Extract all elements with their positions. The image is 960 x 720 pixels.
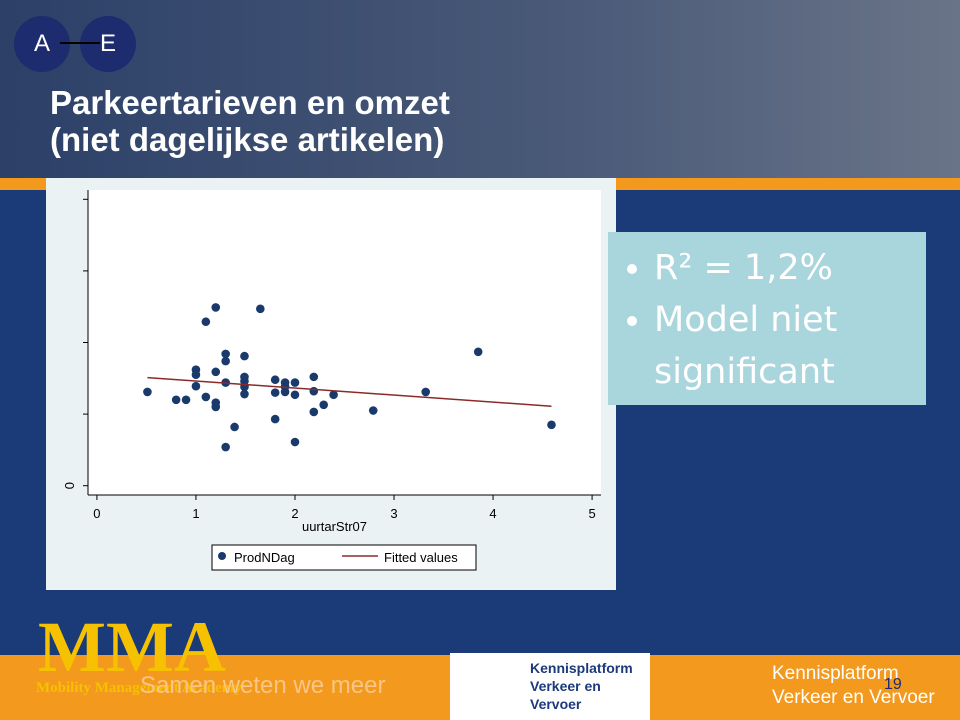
badge: E — [80, 16, 136, 72]
point — [191, 381, 201, 391]
point — [256, 304, 265, 314]
point — [473, 347, 483, 357]
x-tick-label: 4 — [489, 506, 496, 521]
text-box: R² = 1,2% Model niet significant — [608, 232, 926, 405]
logo: MMA — [38, 607, 226, 687]
slogan: Samen weten we meer — [140, 672, 386, 699]
x-tick-label: 1 — [192, 506, 199, 521]
point — [270, 414, 280, 424]
point — [211, 303, 221, 312]
legend-symbol — [218, 552, 226, 560]
point — [547, 420, 556, 430]
point — [319, 400, 329, 410]
right-logo: Kennisplatform Verkeer en Vervoer — [772, 662, 935, 710]
point — [309, 386, 319, 396]
bullet: Model niet significant — [654, 294, 926, 398]
logo-line: Kennisplatform — [772, 663, 899, 684]
point — [240, 389, 249, 399]
header-photo — [0, 0, 960, 178]
legend-label: ProdNDag — [234, 550, 295, 565]
point — [270, 388, 280, 397]
point — [240, 351, 249, 361]
logo-line: Kennisplatform — [530, 660, 633, 676]
point — [211, 367, 221, 377]
legend-box — [211, 544, 477, 571]
point — [201, 392, 211, 402]
point — [171, 395, 181, 405]
x-tick-label: 3 — [390, 506, 397, 521]
fit-line — [147, 376, 552, 407]
point — [368, 406, 378, 415]
legend-label: Fitted values — [384, 550, 458, 565]
point — [290, 437, 300, 447]
point — [221, 349, 230, 359]
logo-text: Kennisplatform Verkeer en Vervoer — [530, 659, 650, 713]
point — [191, 370, 201, 380]
point — [221, 442, 230, 452]
title-line: Parkeertarieven en omzet — [50, 84, 450, 121]
plot-bg — [88, 190, 601, 495]
point — [290, 378, 300, 387]
page-number: 19 — [884, 676, 902, 693]
point — [221, 356, 230, 366]
chart: 0 0 1 2 3 4 5 uurtarStr07 ProdNDag Fitted values — [46, 178, 616, 590]
logo-sub: Mobility Management Academy — [36, 680, 242, 696]
point — [290, 390, 300, 400]
x-tick-label: 0 — [93, 506, 100, 521]
point — [421, 387, 431, 397]
x-tick-label: 2 — [291, 506, 298, 521]
logo-line: Verkeer en Vervoer — [772, 687, 935, 708]
point — [211, 402, 221, 412]
point — [329, 390, 338, 400]
badge: A — [14, 16, 70, 72]
x-tick-label: 5 — [588, 506, 595, 521]
point — [280, 387, 290, 397]
point — [201, 317, 211, 327]
x-axis-title: uurtarStr07 — [302, 519, 367, 534]
point — [230, 422, 239, 432]
point — [270, 375, 280, 385]
logo-line: Verkeer en Vervoer — [530, 678, 601, 712]
point — [143, 387, 152, 397]
title-line: (niet dagelijkse artikelen) — [50, 121, 445, 158]
y-tick-label: 0 — [62, 482, 77, 489]
point — [309, 407, 319, 417]
arrow — [60, 42, 100, 44]
point — [181, 395, 191, 405]
point — [309, 372, 319, 382]
title: Parkeertarieven en omzet (niet dagelijks… — [50, 84, 450, 158]
bullet: R² = 1,2% — [654, 242, 926, 294]
logo-box: Kennisplatform Verkeer en Vervoer — [450, 653, 650, 720]
